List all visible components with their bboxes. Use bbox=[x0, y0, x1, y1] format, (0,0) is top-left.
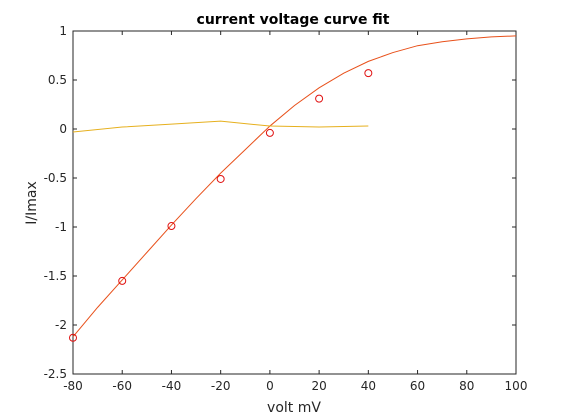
plot-area bbox=[72, 30, 517, 375]
data-point-marker bbox=[69, 333, 77, 342]
data-point-marker bbox=[167, 222, 176, 231]
x-tick-label: 100 bbox=[505, 379, 528, 393]
x-axis: -80 -60 -40 -20 0 20 40 60 80 100 bbox=[63, 31, 527, 393]
y-tick-label: -1.5 bbox=[44, 269, 67, 283]
data-point-marker bbox=[364, 69, 373, 78]
y-tick-label: -0.5 bbox=[44, 171, 67, 185]
x-axis-label: volt mV bbox=[267, 400, 321, 416]
data-point-marker bbox=[118, 276, 127, 285]
x-tick-label: -40 bbox=[162, 379, 182, 393]
x-tick-label: 20 bbox=[311, 379, 326, 393]
series-layer bbox=[69, 35, 517, 342]
axes-box bbox=[72, 30, 517, 375]
x-tick-label: -60 bbox=[112, 379, 132, 393]
y-tick-label: 1 bbox=[59, 24, 67, 38]
x-tick-label: 40 bbox=[361, 379, 376, 393]
x-tick-label: 80 bbox=[459, 379, 474, 393]
x-tick-label: 0 bbox=[266, 379, 274, 393]
x-tick-label: -20 bbox=[211, 379, 231, 393]
x-tick-label: -80 bbox=[63, 379, 83, 393]
y-tick-label: 0.5 bbox=[48, 73, 67, 87]
data-point-marker bbox=[315, 94, 324, 103]
y-tick-label: 0 bbox=[59, 122, 67, 136]
series-line-2 bbox=[72, 120, 369, 133]
y-tick-label: -2.5 bbox=[44, 367, 67, 381]
x-tick-label: 60 bbox=[410, 379, 425, 393]
series-line-1 bbox=[72, 35, 517, 338]
data-point-marker bbox=[265, 128, 274, 137]
y-axis-label: I/Imax bbox=[24, 181, 40, 224]
y-axis: 1 0.5 0 -0.5 -1 -1.5 -2 -2.5 bbox=[44, 24, 516, 381]
data-point-marker bbox=[216, 174, 225, 183]
chart-title: current voltage curve fit bbox=[197, 12, 390, 28]
y-tick-label: -2 bbox=[55, 318, 67, 332]
y-tick-label: -1 bbox=[55, 220, 67, 234]
